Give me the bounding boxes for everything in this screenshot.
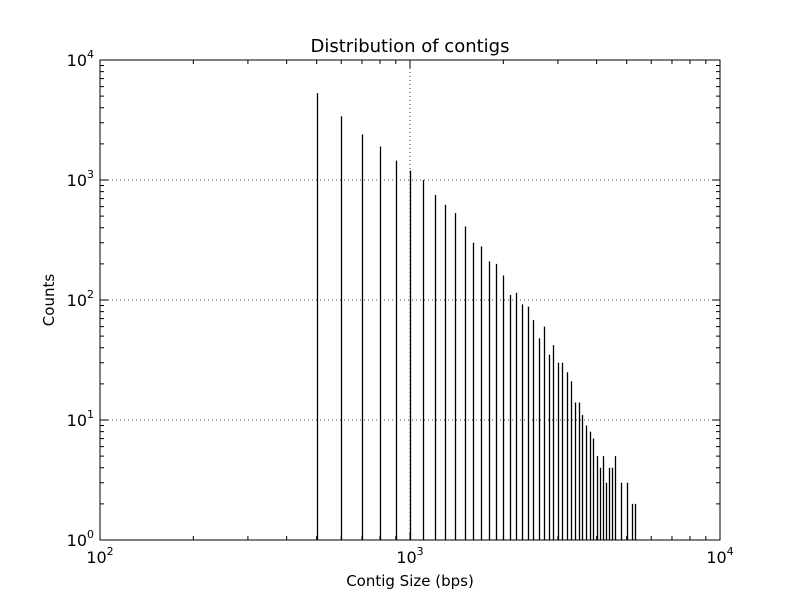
x-axis-label: Contig Size (bps) xyxy=(346,572,474,590)
bars xyxy=(316,93,637,540)
x-tick-label: 103 xyxy=(396,545,423,567)
y-tick-label: 104 xyxy=(67,48,94,70)
y-tick-label: 101 xyxy=(67,408,94,430)
chart-title: Distribution of contigs xyxy=(311,36,510,57)
x-tick-label: 102 xyxy=(86,545,113,567)
y-tick-label: 100 xyxy=(67,528,94,550)
axis-ticks: 102 103 104 100 101 102 103 104 xyxy=(67,48,734,567)
x-tick-label: 104 xyxy=(706,545,733,567)
y-tick-label: 103 xyxy=(67,168,94,190)
y-axis-label: Counts xyxy=(40,274,58,327)
y-tick-label: 102 xyxy=(67,288,94,310)
